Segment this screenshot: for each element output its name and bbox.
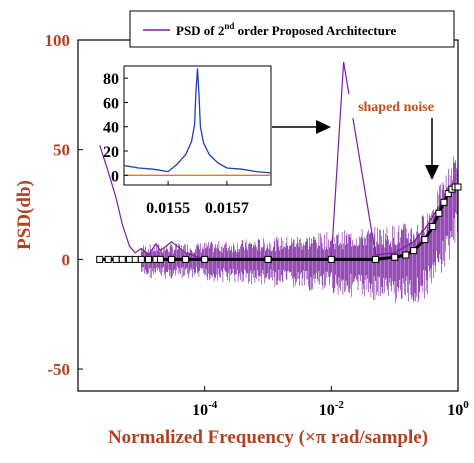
series-marker [182,255,190,263]
series-marker [264,255,272,263]
series-marker [126,255,133,263]
inset-y-ticks: 0 20 40 60 80 [103,71,128,185]
inset-y-tick-label: 80 [103,71,119,88]
series-marker [131,255,139,263]
y-axis-label: PSD(db) [14,180,35,250]
legend-text-after: order Proposed Architecture [234,23,396,38]
y-tick-label: 0 [62,250,71,269]
inset-x-tick-label: 0.0155 [146,200,190,217]
y-tick-label: 50 [53,141,70,160]
legend-text-before: PSD of 2 [176,23,224,38]
inset-y-tick-label: 20 [103,144,119,161]
x-tick-label: 100 [447,399,469,419]
series-marker [454,183,462,191]
inset-y-tick-label: 60 [103,95,119,112]
inset-chart: 0 20 40 60 80 0.0155 0.0157 [103,65,272,217]
legend-text: PSD of 2nd order Proposed Architecture [176,21,397,38]
shaped-noise-label: shaped noise [358,100,434,115]
legend-superscript: nd [224,21,234,31]
y-tick-label: 100 [45,31,71,50]
inset-x-ticks: 0.0155 0.0157 [146,181,249,217]
y-tick-label: -50 [47,360,70,379]
series-marker [421,236,429,244]
series-marker [201,255,209,263]
series-marker [112,255,120,263]
series-marker [156,255,164,263]
series-marker [391,253,399,261]
series-marker [96,255,104,263]
series-marker [327,255,335,263]
shaped-noise-box [343,94,449,118]
x-axis-ticks: 10-4 10-2 100 [192,386,469,419]
series-marker [168,255,176,263]
inset-series-line-0 [123,68,272,174]
shaped-noise-annotation: shaped noise [343,94,449,180]
inset-plot-area [123,65,272,186]
main-series-layer [96,61,462,263]
inset-pointer-arrow [272,120,331,134]
inset-series-layer [123,68,272,176]
series-marker [137,255,145,263]
x-tick-label: 10-4 [192,399,218,419]
legend-box [129,10,455,48]
inset-x-tick-label: 0.0157 [205,200,249,217]
series-marker [145,255,152,263]
x-tick-label: 10-2 [319,399,345,419]
legend: PSD of 2nd order Proposed Architecture [129,10,455,48]
inset-y-tick-label: 0 [111,168,119,185]
series-marker [118,255,126,263]
inset-y-tick-label: 40 [103,120,119,137]
series-marker [410,247,418,255]
x-axis-label: Normalized Frequency (×π rad/sample) [108,427,428,448]
y-axis-ticks: -50 0 50 100 [45,31,83,379]
shaped-noise-arrow-head [425,165,439,180]
series-marker [372,255,380,263]
series-marker [435,209,443,217]
inset-arrow-head [316,120,331,134]
series-marker [402,251,410,259]
series-marker [440,198,448,206]
series-marker [429,223,437,230]
series-marker [444,190,452,198]
series-marker [104,255,112,263]
